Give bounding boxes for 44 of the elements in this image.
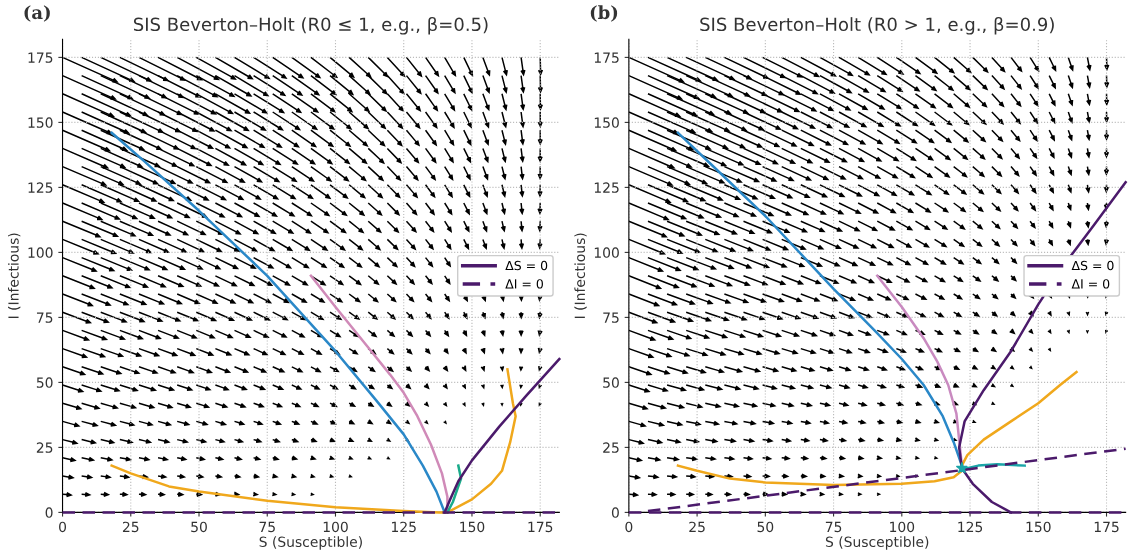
legend-label: ΔS = 0 — [1071, 260, 1114, 271]
y-tick-label: 175 — [594, 52, 619, 63]
x-tick-label: 100 — [890, 521, 915, 533]
y-axis-title: I (Infectious) — [574, 233, 587, 319]
x-tick-label: 25 — [689, 521, 705, 533]
chart-title: SIS Beverton–Holt (R0 > 1, e.g., β=0.9) — [700, 17, 1054, 35]
y-tick-label: 50 — [36, 377, 53, 388]
x-tick-label: 125 — [392, 521, 416, 533]
x-tick-label: 75 — [825, 521, 842, 533]
y-tick-label: 0 — [611, 507, 619, 518]
y-tick-label: 125 — [28, 182, 53, 193]
y-tick-label: 25 — [603, 442, 619, 453]
y-tick-label: 100 — [28, 247, 53, 258]
x-tick-label: 0 — [59, 521, 67, 533]
x-tick-label: 75 — [259, 521, 275, 533]
y-tick-label: 150 — [28, 117, 53, 128]
y-tick-label: 75 — [36, 312, 53, 323]
x-tick-label: 0 — [625, 521, 633, 533]
legend-label: ΔI = 0 — [1071, 279, 1110, 289]
y-tick-label: 75 — [603, 312, 619, 323]
x-tick-label: 150 — [1026, 521, 1051, 533]
x-tick-label: 125 — [958, 521, 983, 533]
x-tick-label: 175 — [528, 521, 553, 533]
y-tick-label: 0 — [45, 507, 53, 518]
x-tick-label: 25 — [122, 521, 139, 533]
y-tick-label: 175 — [28, 52, 53, 63]
x-tick-label: 50 — [757, 521, 774, 533]
y-axis-title: I (Infectious) — [8, 233, 21, 319]
y-tick-label: 100 — [594, 247, 619, 258]
text: (a) — [24, 5, 50, 22]
legend-label: ΔI = 0 — [505, 279, 543, 289]
y-tick-label: 25 — [36, 442, 53, 453]
chart-title: SIS Beverton–Holt (R0 ≤ 1, e.g., β=0.5) — [133, 17, 488, 35]
x-tick-label: 50 — [191, 521, 207, 533]
x-tick-label: 100 — [323, 521, 348, 533]
legend-label: ΔS = 0 — [505, 260, 548, 271]
text: (b) — [590, 5, 618, 22]
y-tick-label: 50 — [603, 377, 619, 388]
x-axis-title: S (Susceptible) — [259, 536, 362, 550]
x-tick-label: 150 — [460, 521, 485, 533]
x-tick-label: 175 — [1094, 521, 1119, 533]
y-tick-label: 125 — [594, 182, 619, 193]
x-axis-title: S (Susceptible) — [825, 536, 929, 550]
y-tick-label: 150 — [594, 117, 619, 128]
